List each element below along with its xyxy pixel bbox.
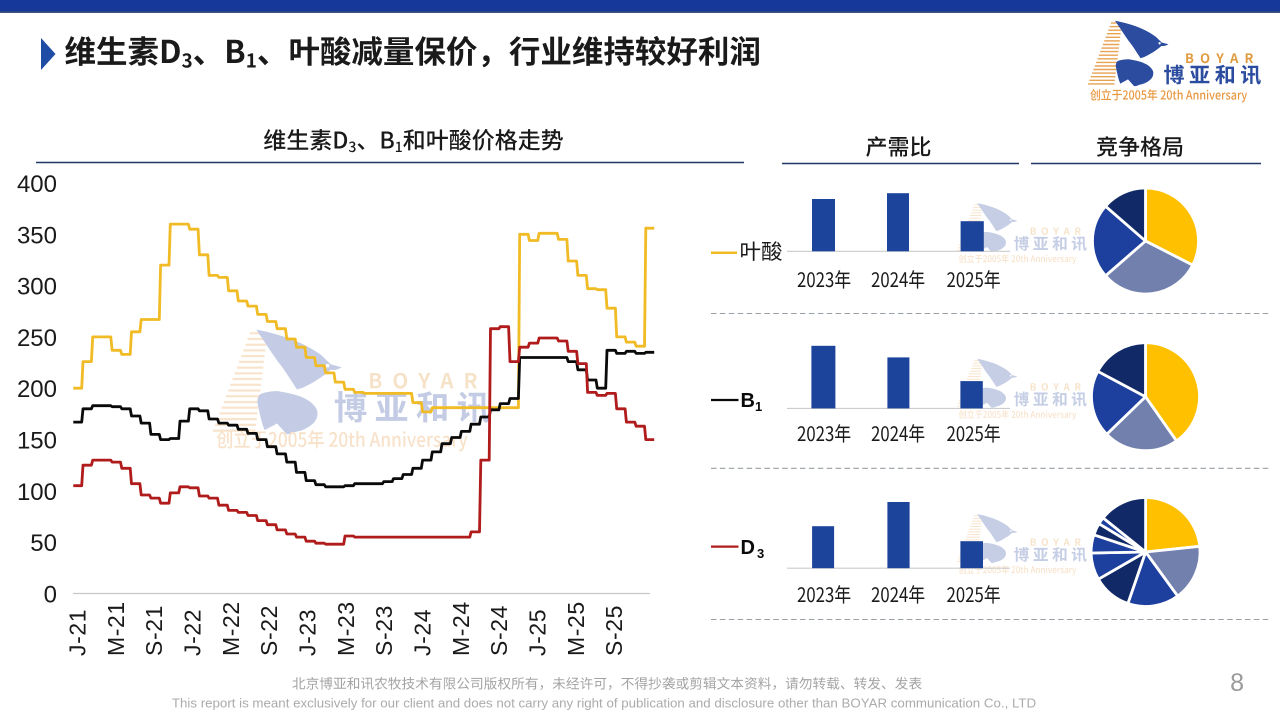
svg-text:J-24: J-24: [410, 609, 436, 656]
svg-text:B: B: [741, 390, 755, 412]
svg-text:100: 100: [17, 479, 57, 506]
svg-text:J-22: J-22: [180, 609, 206, 656]
svg-text:3: 3: [757, 546, 764, 561]
svg-text:M-24: M-24: [448, 601, 474, 656]
svg-text:50: 50: [30, 530, 57, 557]
svg-text:J-23: J-23: [295, 609, 321, 656]
svg-text:S-24: S-24: [486, 605, 512, 656]
svg-text:400: 400: [17, 171, 57, 198]
svg-text:M-22: M-22: [218, 601, 244, 656]
svg-text:J-25: J-25: [525, 609, 551, 656]
svg-text:250: 250: [17, 325, 57, 352]
svg-text:M-25: M-25: [563, 601, 589, 656]
svg-text:This report is meant exclusive: This report is meant exclusively for our…: [172, 696, 1036, 711]
svg-text:150: 150: [17, 428, 57, 455]
svg-text:300: 300: [17, 274, 57, 301]
svg-text:D: D: [741, 537, 755, 559]
svg-text:0: 0: [44, 582, 57, 609]
svg-text:200: 200: [17, 376, 57, 403]
svg-text:1: 1: [755, 399, 762, 414]
svg-text:J-21: J-21: [65, 609, 91, 656]
svg-text:M-23: M-23: [333, 601, 359, 656]
svg-text:S-25: S-25: [601, 605, 627, 656]
svg-text:S-23: S-23: [371, 605, 397, 656]
svg-text:S-21: S-21: [141, 605, 167, 656]
svg-text:8: 8: [1230, 669, 1244, 697]
svg-text:350: 350: [17, 222, 57, 249]
svg-text:M-21: M-21: [103, 601, 129, 656]
svg-text:S-22: S-22: [256, 605, 282, 656]
